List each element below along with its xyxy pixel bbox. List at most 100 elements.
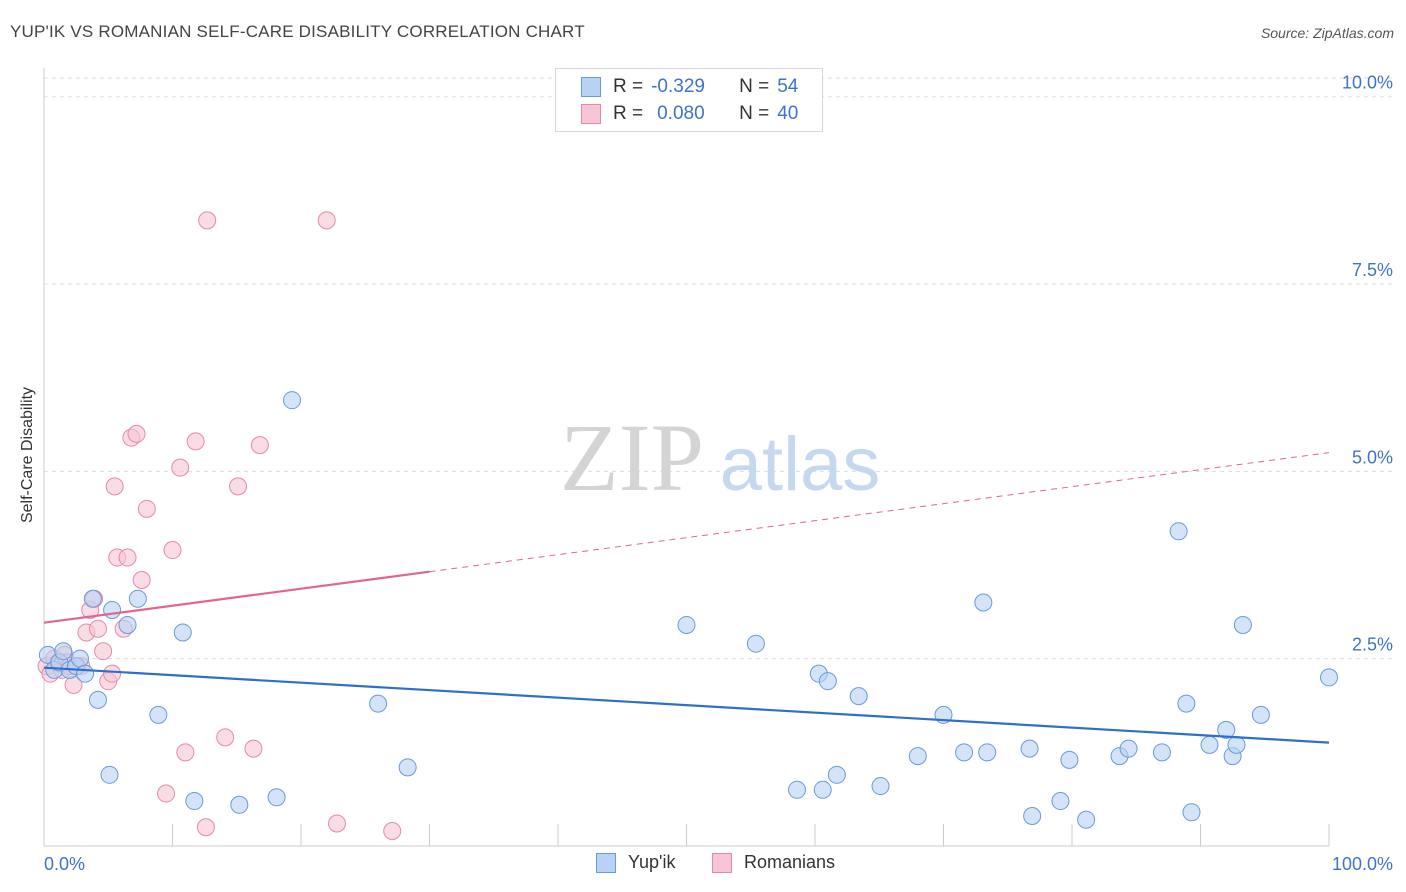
romanian-point bbox=[186, 432, 205, 451]
trend-lines bbox=[43, 452, 1330, 744]
romanian-legend-label: Romanians bbox=[744, 852, 836, 872]
yupik-point bbox=[677, 615, 696, 634]
yupik-point bbox=[1020, 739, 1039, 758]
y-tick-label: 10.0% bbox=[1342, 73, 1393, 93]
yupik-point bbox=[955, 743, 974, 762]
romanian-point bbox=[132, 571, 151, 590]
yupik-point bbox=[70, 649, 89, 668]
yupik-points bbox=[38, 391, 1338, 829]
romanian-point bbox=[103, 664, 122, 683]
tick-labels: 2.5% 5.0% 7.5% 10.0% 0.0% 100.0% bbox=[44, 73, 1393, 874]
yupik-point bbox=[76, 664, 95, 683]
yupik-point bbox=[88, 690, 107, 709]
yupik-point bbox=[746, 634, 765, 653]
yupik-point bbox=[908, 747, 927, 766]
romanian-trend-line bbox=[43, 570, 430, 624]
romanian-point bbox=[244, 739, 263, 758]
yupik-point bbox=[83, 589, 102, 608]
yupik-point bbox=[1320, 668, 1338, 687]
yupik-point bbox=[1119, 739, 1138, 758]
yupik-point bbox=[1152, 743, 1171, 762]
yupik-point bbox=[974, 593, 993, 612]
y-axis-label: Self-Care Disability bbox=[19, 386, 36, 524]
watermark-zip: ZIP bbox=[560, 404, 704, 511]
x-tick-label: 100.0% bbox=[1332, 854, 1393, 874]
yupik-point bbox=[1169, 522, 1188, 541]
romanian-point bbox=[88, 619, 107, 638]
yupik-point bbox=[1177, 694, 1196, 713]
yupik-point bbox=[849, 687, 868, 706]
romanian-trend-extension bbox=[429, 452, 1330, 573]
yupik-swatch bbox=[581, 77, 601, 97]
yupik-point bbox=[813, 780, 832, 799]
romanian-point bbox=[383, 822, 402, 841]
legend-row-yupik: R = -0.329 N = 54 bbox=[581, 75, 798, 99]
yupik-point bbox=[100, 765, 119, 784]
yupik-point bbox=[1251, 705, 1270, 724]
y-tick-label: 2.5% bbox=[1352, 635, 1393, 655]
yupik-point bbox=[788, 780, 807, 799]
romanian-point bbox=[198, 211, 217, 230]
romanian-point bbox=[171, 458, 190, 477]
watermark-atlas: atlas bbox=[720, 422, 881, 507]
yupik-point bbox=[1227, 735, 1246, 754]
yupik-point bbox=[1200, 735, 1219, 754]
yupik-point bbox=[149, 705, 168, 724]
romanian-point bbox=[94, 642, 113, 661]
yupik-point bbox=[118, 615, 137, 634]
yupik-point bbox=[185, 792, 204, 811]
romanian-point bbox=[118, 548, 137, 567]
grid-lines bbox=[44, 77, 1394, 660]
romanian-point bbox=[327, 814, 346, 833]
yupik-point bbox=[827, 765, 846, 784]
yupik-point bbox=[1217, 720, 1236, 739]
axes bbox=[43, 68, 1330, 847]
y-tick-label: 7.5% bbox=[1352, 260, 1393, 280]
yupik-point bbox=[1233, 615, 1252, 634]
yupik-point bbox=[1051, 792, 1070, 811]
romanian-point bbox=[105, 477, 124, 496]
romanian-point bbox=[216, 728, 235, 747]
romanian-point bbox=[127, 424, 146, 443]
yupik-point bbox=[103, 600, 122, 619]
yupik-point bbox=[978, 743, 997, 762]
chart-title: YUP'IK VS ROMANIAN SELF-CARE DISABILITY … bbox=[10, 22, 585, 41]
romanian-point bbox=[163, 541, 182, 560]
watermark: ZIP atlas bbox=[560, 404, 880, 511]
romanian-legend-swatch bbox=[712, 852, 732, 873]
yupik-point bbox=[1182, 803, 1201, 822]
yupik-point bbox=[818, 672, 837, 691]
romanian-point bbox=[250, 436, 269, 455]
yupik-point bbox=[1077, 810, 1096, 829]
yupik-legend-swatch bbox=[596, 852, 616, 873]
romanian-swatch bbox=[581, 104, 601, 124]
romanian-point bbox=[317, 211, 336, 230]
romanian-point bbox=[176, 743, 195, 762]
yupik-point bbox=[1023, 807, 1042, 826]
romanian-point bbox=[137, 499, 156, 518]
legend-row-romanian: R = 0.080 N = 40 bbox=[581, 102, 798, 126]
r-label: R = bbox=[613, 76, 644, 97]
yupik-point bbox=[1060, 750, 1079, 769]
r-value: 0.080 bbox=[657, 103, 705, 124]
source-label: Source: ZipAtlas.com bbox=[1260, 25, 1394, 41]
romanian-points bbox=[37, 211, 402, 841]
yupik-trend-line bbox=[43, 666, 1330, 744]
romanian-point bbox=[157, 784, 176, 803]
yupik-legend-label: Yup'ik bbox=[628, 852, 676, 872]
yupik-point bbox=[54, 642, 73, 661]
n-value: 54 bbox=[777, 76, 799, 97]
correlation-legend: R = -0.329 N = 54 R = 0.080 N = 40 bbox=[555, 68, 823, 132]
x-tick-label: 0.0% bbox=[44, 854, 85, 874]
romanian-point bbox=[196, 818, 215, 837]
yupik-point bbox=[398, 758, 417, 777]
n-label: N = bbox=[739, 103, 770, 124]
n-label: N = bbox=[739, 76, 770, 97]
bottom-legend-yupik: Yup'ik bbox=[596, 852, 675, 873]
yupik-point bbox=[283, 391, 302, 410]
yupik-point bbox=[369, 694, 388, 713]
yupik-point bbox=[267, 788, 286, 807]
yupik-point bbox=[871, 777, 890, 796]
romanian-point bbox=[229, 477, 248, 496]
